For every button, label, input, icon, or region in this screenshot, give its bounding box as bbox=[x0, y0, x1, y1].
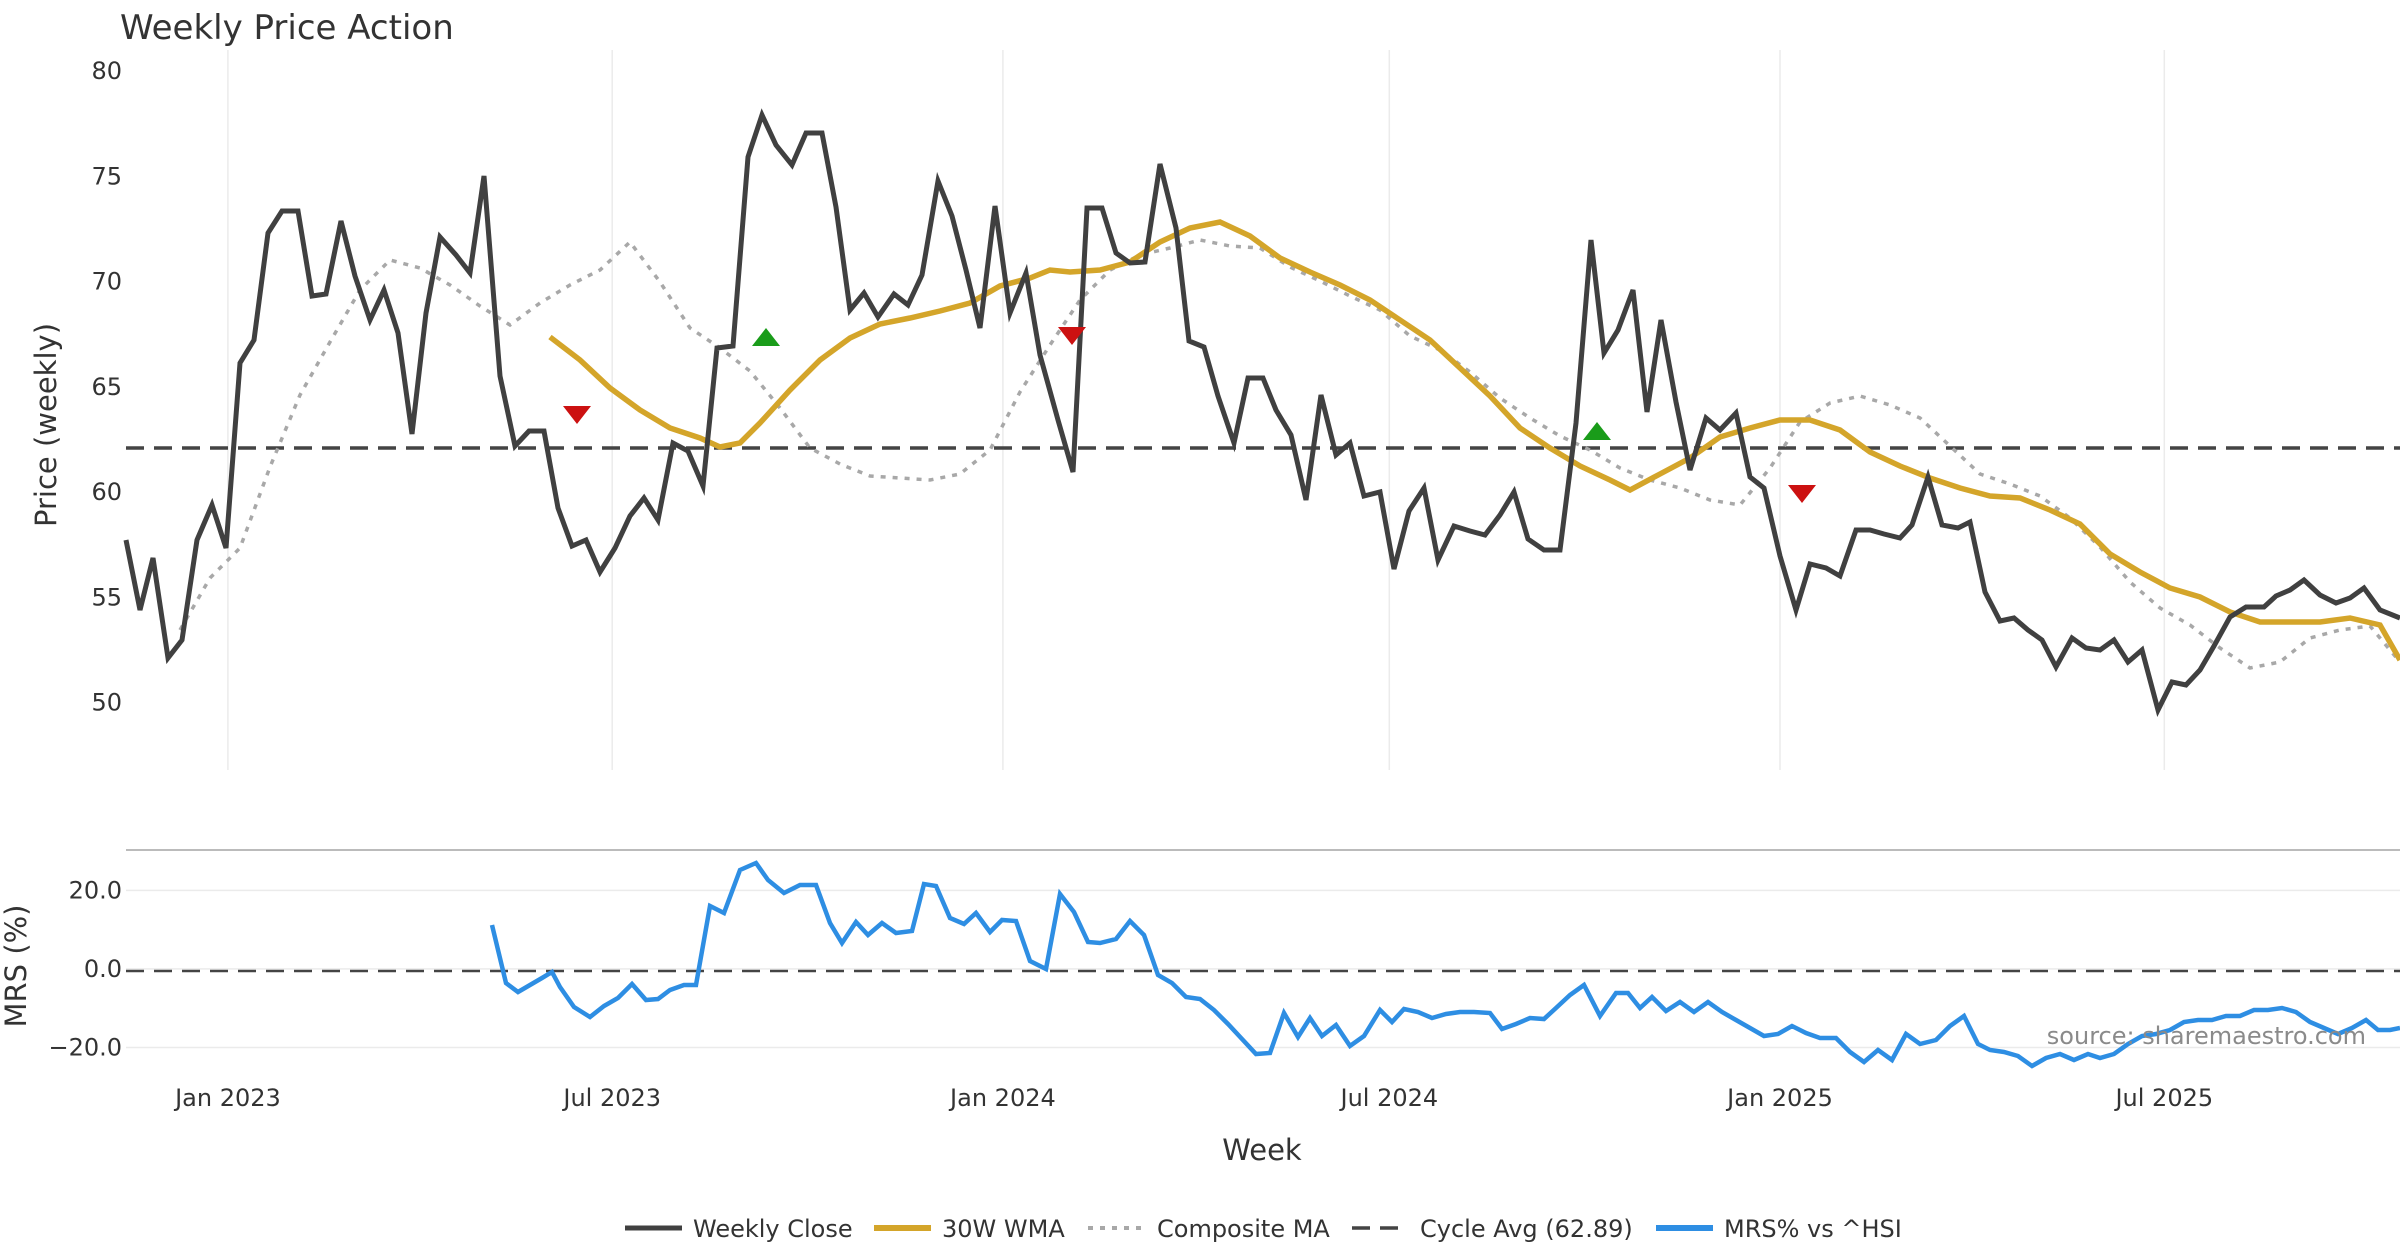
legend-composite: Composite MA bbox=[1157, 1215, 1330, 1243]
x-tick-label: Jan 2023 bbox=[173, 1084, 281, 1112]
mrs-series bbox=[489, 860, 2400, 1069]
legend-wma: 30W WMA bbox=[942, 1215, 1065, 1243]
legend-cycle: Cycle Avg (62.89) bbox=[1420, 1215, 1633, 1243]
mrs-y-axis: 20.0 0.0 −20.0 bbox=[48, 876, 122, 1061]
mrs-y-tick-label: 20.0 bbox=[69, 876, 122, 904]
price-y-tick-label: 55 bbox=[91, 583, 122, 611]
buy-signal-marker bbox=[1583, 422, 1611, 440]
x-axis-label: Week bbox=[1222, 1133, 1302, 1167]
price-y-tick-label: 70 bbox=[91, 268, 122, 296]
mrs-y-axis-label: MRS (%) bbox=[0, 905, 33, 1028]
price-y-tick-label: 75 bbox=[91, 162, 122, 190]
price-y-axis: 80 75 70 65 60 55 50 bbox=[91, 57, 122, 717]
composite-ma-series bbox=[178, 238, 2400, 670]
mrs-grid bbox=[126, 889, 2400, 1049]
legend-weekly-close: Weekly Close bbox=[693, 1215, 853, 1243]
sell-signal-marker bbox=[1788, 485, 1816, 503]
x-tick-label: Jul 2025 bbox=[2113, 1084, 2213, 1112]
mrs-y-tick-label: 0.0 bbox=[84, 955, 122, 983]
wma-30-series bbox=[548, 219, 2400, 662]
weekly-close-series bbox=[123, 108, 2400, 718]
buy-signal-marker bbox=[752, 328, 780, 346]
source-annotation: source: sharemaestro.com bbox=[2047, 1022, 2366, 1050]
x-tick-label: Jul 2023 bbox=[561, 1084, 661, 1112]
x-tick-label: Jan 2025 bbox=[1725, 1084, 1833, 1112]
x-tick-label: Jan 2024 bbox=[948, 1084, 1056, 1112]
x-tick-label: Jul 2024 bbox=[1338, 1084, 1438, 1112]
mrs-y-tick-label: −20.0 bbox=[48, 1034, 122, 1062]
price-grid bbox=[227, 50, 2166, 770]
chart-title: Weekly Price Action bbox=[120, 8, 454, 48]
price-y-tick-label: 50 bbox=[91, 689, 122, 717]
x-axis: Jan 2023 Jul 2023 Jan 2024 Jul 2024 Jan 2025… bbox=[173, 1084, 2213, 1112]
sell-signal-marker bbox=[1058, 327, 1086, 345]
price-y-tick-label: 65 bbox=[91, 373, 122, 401]
legend-mrs: MRS% vs ^HSI bbox=[1724, 1215, 1902, 1243]
price-y-tick-label: 60 bbox=[91, 478, 122, 506]
sell-signal-marker bbox=[563, 406, 591, 424]
signal-markers bbox=[563, 327, 1816, 503]
price-y-tick-label: 80 bbox=[91, 57, 122, 85]
chart-legend: Weekly Close 30W WMA Composite MA Cycle … bbox=[625, 1215, 1902, 1243]
price-y-axis-label: Price (weekly) bbox=[29, 323, 63, 527]
